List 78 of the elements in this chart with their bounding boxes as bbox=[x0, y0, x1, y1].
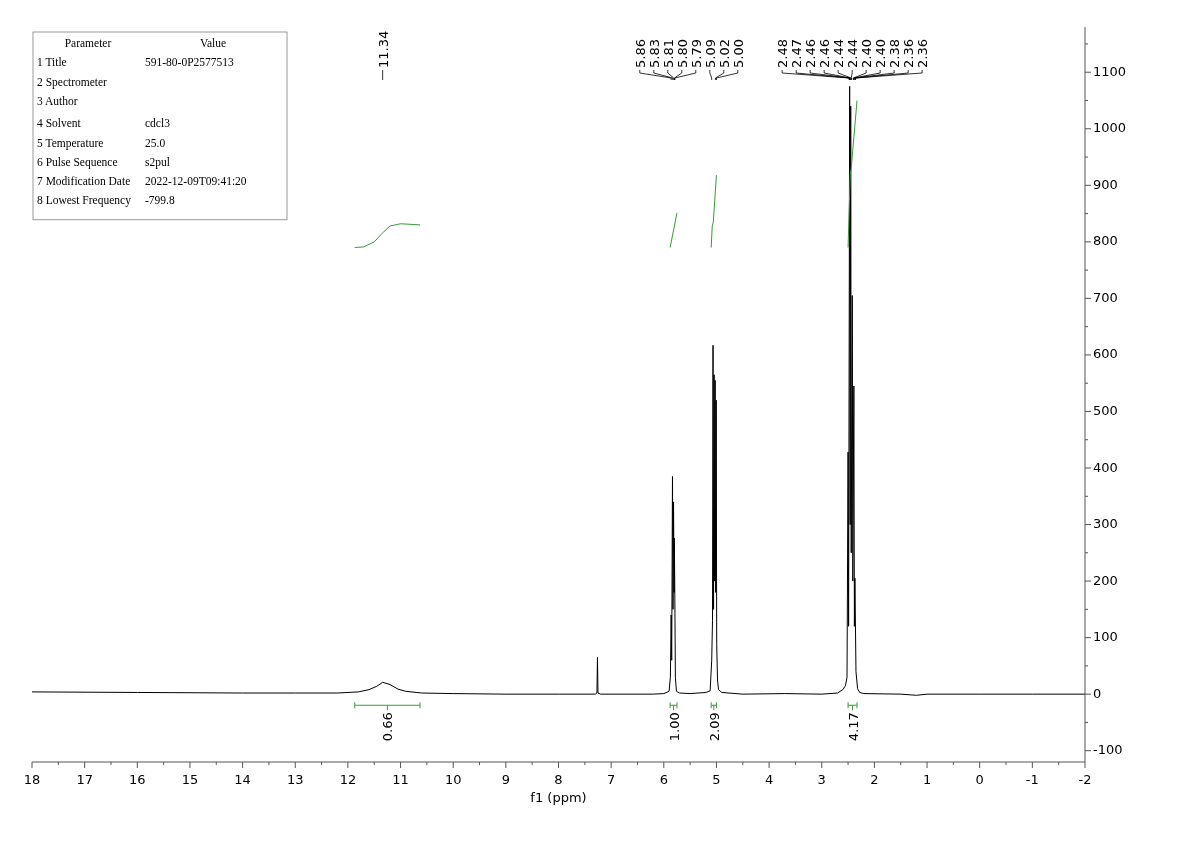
x-tick-label: 18 bbox=[23, 772, 41, 787]
x-tick-label: 1 bbox=[922, 772, 932, 787]
y-tick-label: 600 bbox=[1093, 346, 1118, 362]
annotation: 2.40 bbox=[873, 39, 889, 68]
y-tick-label: -100 bbox=[1093, 742, 1123, 758]
y-tick-label: 100 bbox=[1093, 629, 1118, 645]
x-tick-label: 2 bbox=[870, 772, 879, 787]
annotation: 5.09 bbox=[702, 39, 718, 68]
annotation: 5.80 bbox=[674, 39, 690, 68]
annotation: s2pul bbox=[145, 155, 170, 169]
annotation: cdcl3 bbox=[145, 117, 171, 130]
annotation: 2.44 bbox=[845, 39, 861, 68]
x-tick-label: 0 bbox=[975, 772, 984, 787]
y-tick-label: 300 bbox=[1093, 516, 1118, 532]
x-tick-label: 7 bbox=[607, 772, 616, 787]
x-tick-label: 14 bbox=[234, 772, 251, 787]
annotation: 2.36 bbox=[915, 39, 931, 68]
annotation: 6 Pulse Sequence bbox=[37, 155, 118, 169]
line-series bbox=[847, 100, 858, 248]
annotation: 2.48 bbox=[775, 39, 791, 68]
x-tick-label: 8 bbox=[554, 772, 563, 787]
x-tick-label: 6 bbox=[659, 772, 668, 787]
annotation: 7 Modification Date bbox=[37, 175, 131, 188]
annotation: Value bbox=[199, 37, 227, 49]
x-tick-label: -1 bbox=[1025, 772, 1039, 787]
annotation: 591-80-0P2577513 bbox=[145, 56, 235, 69]
annotation: 5 Temperature bbox=[37, 136, 104, 150]
x-tick-label: 9 bbox=[501, 772, 510, 787]
x-tick-label: 15 bbox=[181, 772, 199, 787]
annotation: 11.34 bbox=[375, 30, 391, 68]
x-axis-title: f1 (ppm) bbox=[530, 790, 587, 805]
y-tick-label: 500 bbox=[1093, 402, 1118, 418]
annotation: 0.66 bbox=[380, 712, 396, 742]
annotation: 2.47 bbox=[789, 39, 805, 68]
annotation: -799.8 bbox=[145, 194, 175, 207]
annotation: 25.0 bbox=[145, 136, 166, 149]
x-tick-label: 17 bbox=[76, 772, 93, 787]
annotation: 2.46 bbox=[803, 39, 819, 68]
annotation: 5.02 bbox=[716, 39, 732, 68]
y-tick-label: 900 bbox=[1093, 176, 1118, 192]
y-tick-label: 800 bbox=[1093, 233, 1118, 249]
annotation: 2.46 bbox=[817, 39, 833, 68]
y-tick-label: 0 bbox=[1093, 685, 1102, 701]
annotation: 2 Spectrometer bbox=[37, 75, 108, 89]
annotation: 2.44 bbox=[831, 39, 847, 68]
annotation: 2.36 bbox=[901, 39, 917, 68]
annotation: 2.40 bbox=[859, 39, 875, 68]
x-tick-label: 10 bbox=[444, 772, 462, 787]
annotation: 1 Title bbox=[37, 56, 67, 69]
y-tick-label: 200 bbox=[1093, 572, 1118, 588]
annotation: 5.81 bbox=[660, 39, 676, 68]
x-tick-label: 5 bbox=[712, 772, 721, 787]
annotation: 5.00 bbox=[730, 39, 746, 68]
x-tick-label: 11 bbox=[392, 772, 409, 787]
annotation: Parameter bbox=[64, 37, 112, 49]
annotation: 2.09 bbox=[706, 712, 722, 742]
annotation: 3 Author bbox=[37, 94, 78, 107]
y-tick-label: 1100 bbox=[1093, 63, 1127, 79]
x-tick-label: 12 bbox=[339, 772, 357, 787]
annotation: 4 Solvent bbox=[37, 117, 82, 130]
x-tick-label: 4 bbox=[764, 772, 774, 787]
annotation: 5.83 bbox=[646, 39, 662, 68]
annotation: 8 Lowest Frequency bbox=[37, 194, 132, 208]
annotation: 1.00 bbox=[666, 712, 682, 742]
annotation: 2.38 bbox=[887, 39, 903, 68]
annotation: 5.79 bbox=[688, 39, 704, 68]
y-tick-label: 400 bbox=[1093, 459, 1118, 475]
x-tick-label: 13 bbox=[286, 772, 304, 787]
annotation: 4.17 bbox=[845, 712, 861, 742]
annotation: 2022-12-09T09:41:20 bbox=[145, 175, 247, 188]
line-series bbox=[354, 223, 421, 248]
line-series bbox=[710, 174, 717, 248]
x-tick-label: 3 bbox=[817, 772, 826, 787]
annotation: 5.86 bbox=[632, 39, 648, 68]
x-tick-label: -2 bbox=[1078, 772, 1092, 787]
y-tick-label: 1000 bbox=[1093, 120, 1127, 136]
y-tick-label: 700 bbox=[1093, 289, 1118, 305]
x-tick-label: 16 bbox=[129, 772, 146, 787]
